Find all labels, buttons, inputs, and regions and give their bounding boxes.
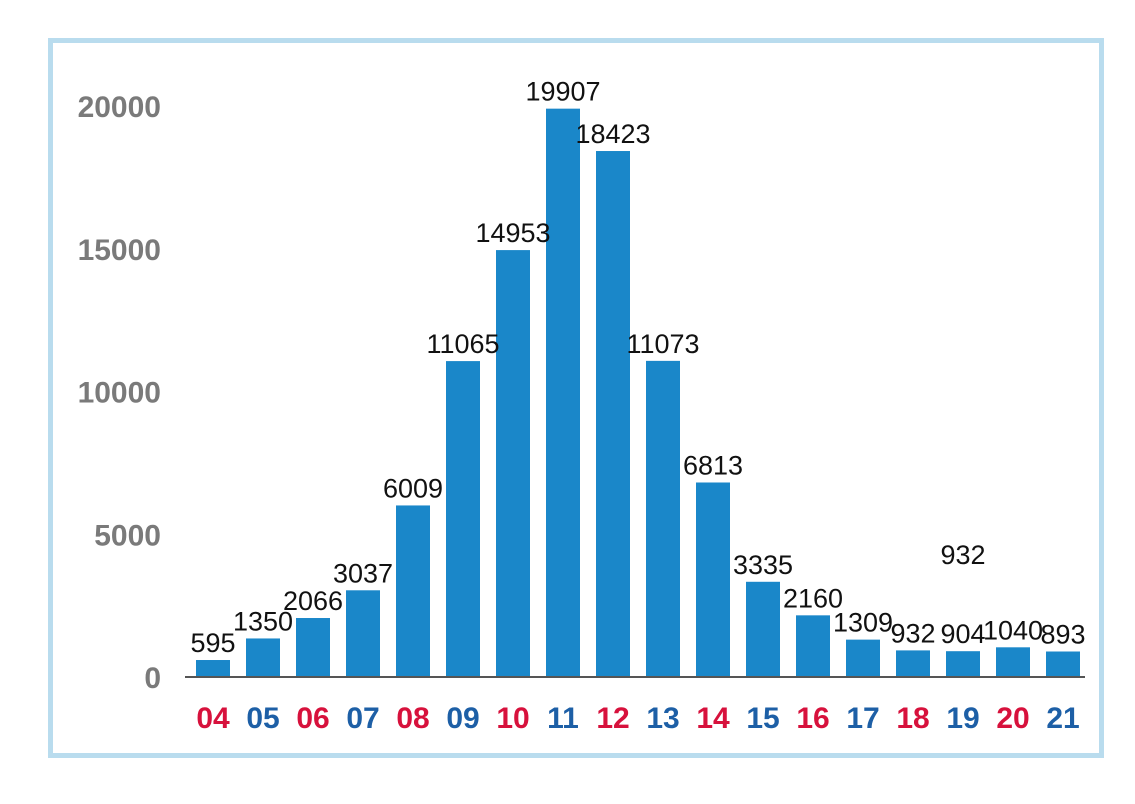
x-tick-label: 06 bbox=[296, 702, 329, 735]
y-tick-label: 5000 bbox=[94, 519, 161, 552]
y-tick-label: 20000 bbox=[78, 91, 161, 124]
x-tick-label: 19 bbox=[946, 702, 979, 735]
data-label: 904 bbox=[940, 619, 985, 649]
bar bbox=[446, 361, 480, 677]
bar bbox=[396, 505, 430, 677]
data-label: 2160 bbox=[783, 583, 843, 613]
bar bbox=[296, 618, 330, 677]
x-tick-label: 04 bbox=[196, 702, 230, 735]
data-label: 2066 bbox=[283, 586, 343, 616]
bar bbox=[196, 660, 230, 677]
x-tick-label: 18 bbox=[896, 702, 929, 735]
bar bbox=[1046, 651, 1080, 677]
x-tick-label: 14 bbox=[696, 702, 730, 735]
data-label: 6813 bbox=[683, 450, 743, 480]
bar bbox=[846, 639, 880, 677]
x-axis: 04 05 06 07 08 09 10 11 12 13 14 15 16 17 18 19 20 21 bbox=[185, 676, 1085, 735]
bar bbox=[796, 615, 830, 677]
data-label: 19907 bbox=[525, 77, 600, 107]
data-label: 3335 bbox=[733, 550, 793, 580]
data-label: 932 bbox=[890, 618, 935, 648]
data-label: 14953 bbox=[475, 218, 550, 248]
y-tick-label: 0 bbox=[144, 662, 161, 695]
x-tick-label: 21 bbox=[1046, 702, 1079, 735]
data-label: 1350 bbox=[233, 606, 293, 636]
y-axis: 0 5000 10000 15000 20000 bbox=[78, 91, 161, 695]
y-tick-label: 15000 bbox=[78, 234, 161, 267]
data-label: 11065 bbox=[426, 329, 499, 359]
data-label: 893 bbox=[1040, 620, 1085, 650]
bar bbox=[946, 651, 980, 677]
x-tick-label: 09 bbox=[446, 702, 479, 735]
extra-annotation: 932 bbox=[940, 540, 985, 570]
x-tick-label: 11 bbox=[547, 702, 579, 735]
data-label: 6009 bbox=[383, 473, 443, 503]
y-tick-label: 10000 bbox=[78, 377, 161, 410]
x-tick-label: 05 bbox=[246, 702, 279, 735]
x-tick-label: 17 bbox=[846, 702, 879, 735]
x-tick-label: 15 bbox=[746, 702, 779, 735]
x-tick-label: 20 bbox=[996, 702, 1029, 735]
bar bbox=[896, 650, 930, 677]
bar bbox=[696, 482, 730, 677]
data-label: 18423 bbox=[575, 119, 650, 149]
data-label: 11073 bbox=[626, 329, 699, 359]
x-tick-label: 08 bbox=[396, 702, 429, 735]
x-tick-label: 07 bbox=[346, 702, 379, 735]
data-label: 1309 bbox=[833, 608, 893, 638]
x-tick-label: 10 bbox=[496, 702, 529, 735]
data-label: 1040 bbox=[983, 615, 1043, 645]
bar bbox=[596, 151, 630, 678]
bar bbox=[746, 581, 780, 677]
bar bbox=[346, 590, 380, 677]
bars bbox=[196, 108, 1080, 678]
x-tick-label: 16 bbox=[796, 702, 829, 735]
bar bbox=[996, 647, 1030, 677]
bar bbox=[246, 638, 280, 677]
x-tick-label: 13 bbox=[646, 702, 679, 735]
x-tick-label: 12 bbox=[596, 702, 629, 735]
bar bbox=[546, 108, 580, 677]
data-label: 595 bbox=[190, 628, 235, 658]
data-label: 3037 bbox=[333, 558, 393, 588]
bar bbox=[646, 360, 680, 677]
bar bbox=[496, 250, 530, 677]
